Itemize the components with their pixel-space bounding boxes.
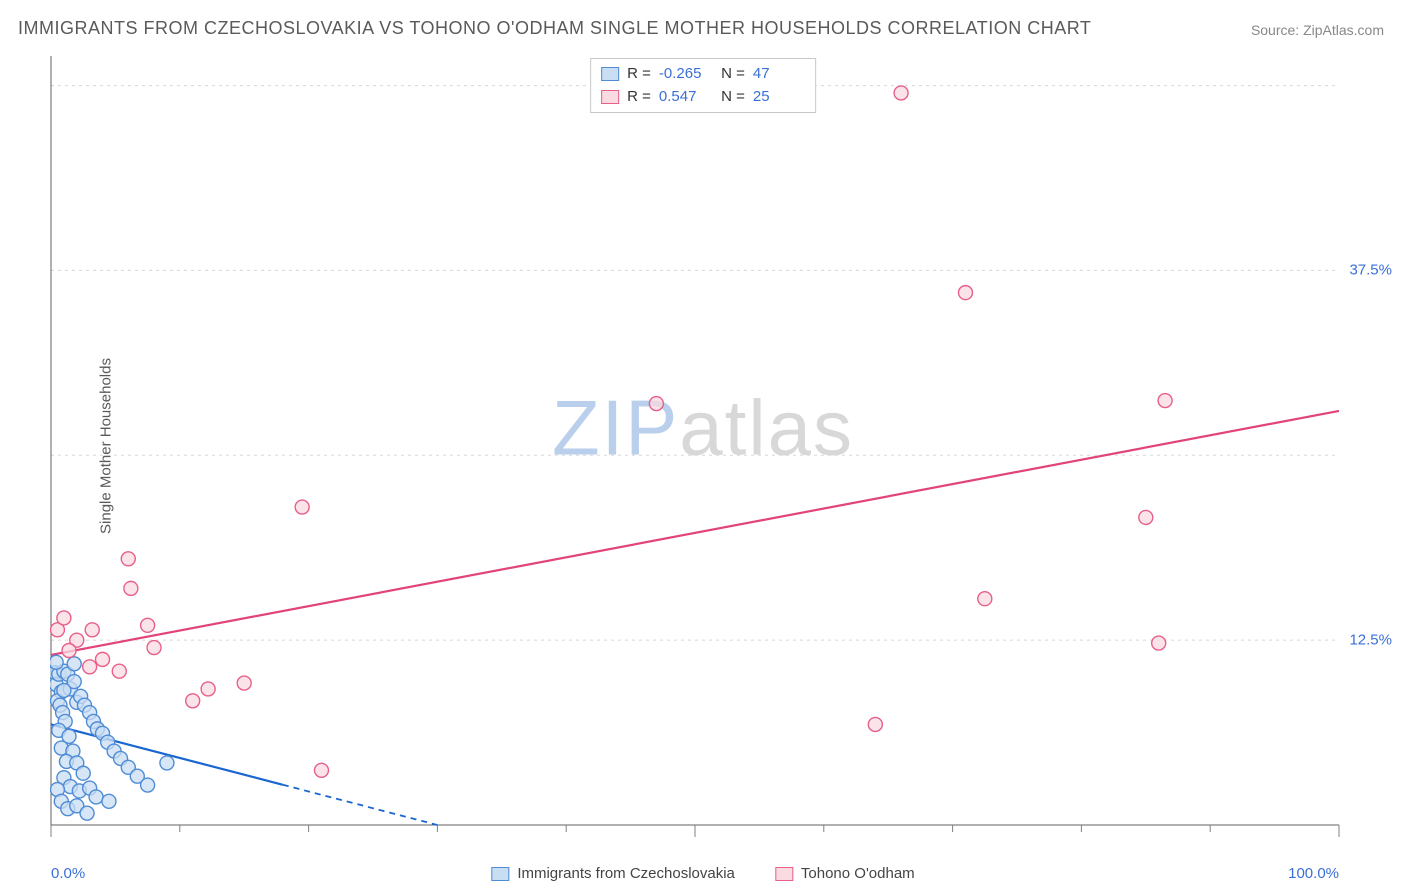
stat-legend-row: R = 0.547 N = 25: [601, 86, 803, 109]
legend-label: Immigrants from Czechoslovakia: [517, 865, 735, 882]
legend-label: Tohono O'odham: [801, 865, 915, 882]
legend-swatch: [775, 867, 793, 881]
legend-swatch: [601, 67, 619, 81]
series-legend: Immigrants from Czechoslovakia Tohono O'o…: [491, 865, 914, 882]
stat-legend-row: R = -0.265 N = 47: [601, 63, 803, 86]
stat-r-label: R =: [627, 63, 651, 86]
stat-r-value: 0.547: [659, 86, 709, 109]
legend-swatch: [601, 90, 619, 104]
statistics-legend: R = -0.265 N = 47 R = 0.547 N = 25: [590, 58, 816, 113]
legend-item: Tohono O'odham: [775, 865, 915, 882]
stat-r-label: R =: [627, 86, 651, 109]
source-attribution: Source: ZipAtlas.com: [1251, 22, 1384, 38]
stat-r-value: -0.265: [659, 63, 709, 86]
stat-n-label: N =: [717, 86, 745, 109]
y-tick-label: 12.5%: [1349, 632, 1392, 649]
stat-n-value: 25: [753, 86, 803, 109]
chart-container: IMMIGRANTS FROM CZECHOSLOVAKIA VS TOHONO…: [0, 0, 1406, 892]
chart-title: IMMIGRANTS FROM CZECHOSLOVAKIA VS TOHONO…: [18, 18, 1091, 39]
x-tick-label: 0.0%: [51, 865, 85, 882]
legend-swatch: [491, 867, 509, 881]
stat-n-value: 47: [753, 63, 803, 86]
scatter-plot: [50, 55, 1340, 855]
legend-item: Immigrants from Czechoslovakia: [491, 865, 735, 882]
stat-n-label: N =: [717, 63, 745, 86]
y-tick-label: 37.5%: [1349, 262, 1392, 279]
x-tick-label: 100.0%: [1288, 865, 1339, 882]
